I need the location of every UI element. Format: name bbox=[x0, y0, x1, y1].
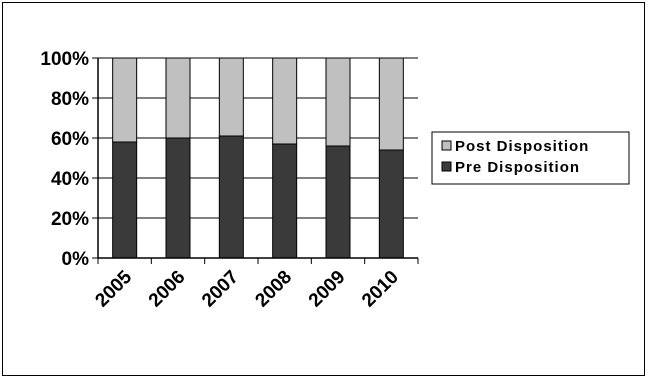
bar-pre-disposition bbox=[325, 145, 351, 259]
bar-post-disposition bbox=[325, 57, 351, 147]
y-tick-label: 100% bbox=[40, 49, 89, 70]
bars bbox=[112, 57, 404, 259]
x-tick-label: 2010 bbox=[358, 267, 403, 312]
x-tick-label: 2009 bbox=[305, 267, 350, 312]
bar-pre-disposition bbox=[272, 143, 298, 259]
bar-post-disposition bbox=[165, 57, 191, 139]
x-tick-labels: 2005 2006 2007 2008 2009 2010 bbox=[91, 266, 402, 311]
chart-frame bbox=[2, 2, 645, 376]
axes bbox=[92, 57, 419, 264]
x-tick-label: 2008 bbox=[251, 267, 296, 312]
x-tick-label: 2007 bbox=[198, 267, 243, 312]
y-tick-label: 40% bbox=[51, 169, 89, 190]
y-tick-label: 80% bbox=[51, 89, 89, 110]
bar-pre-disposition bbox=[165, 137, 191, 259]
bar-post-disposition bbox=[378, 57, 404, 151]
x-tick-label: 2006 bbox=[145, 267, 190, 312]
bar-pre-disposition bbox=[378, 149, 404, 259]
y-tick-label: 20% bbox=[51, 209, 89, 230]
gridlines bbox=[98, 57, 418, 219]
bar-post-disposition bbox=[112, 57, 138, 143]
legend-box bbox=[431, 131, 630, 185]
bar-pre-disposition bbox=[218, 135, 244, 259]
legend-swatch bbox=[441, 140, 452, 151]
y-tick-labels: 0% 20% 40% 60% 80% 100% bbox=[40, 49, 89, 270]
y-tick-label: 0% bbox=[62, 249, 90, 270]
x-tick-label: 2005 bbox=[91, 266, 136, 311]
y-tick-label: 60% bbox=[51, 129, 89, 150]
legend-label: Post Disposition bbox=[455, 138, 589, 155]
legend: Post Disposition Pre Disposition bbox=[431, 131, 630, 185]
bar-post-disposition bbox=[218, 57, 244, 137]
legend-swatch bbox=[441, 161, 452, 172]
legend-label: Pre Disposition bbox=[455, 159, 580, 176]
bar-pre-disposition bbox=[112, 141, 138, 259]
bar-post-disposition bbox=[272, 57, 298, 145]
